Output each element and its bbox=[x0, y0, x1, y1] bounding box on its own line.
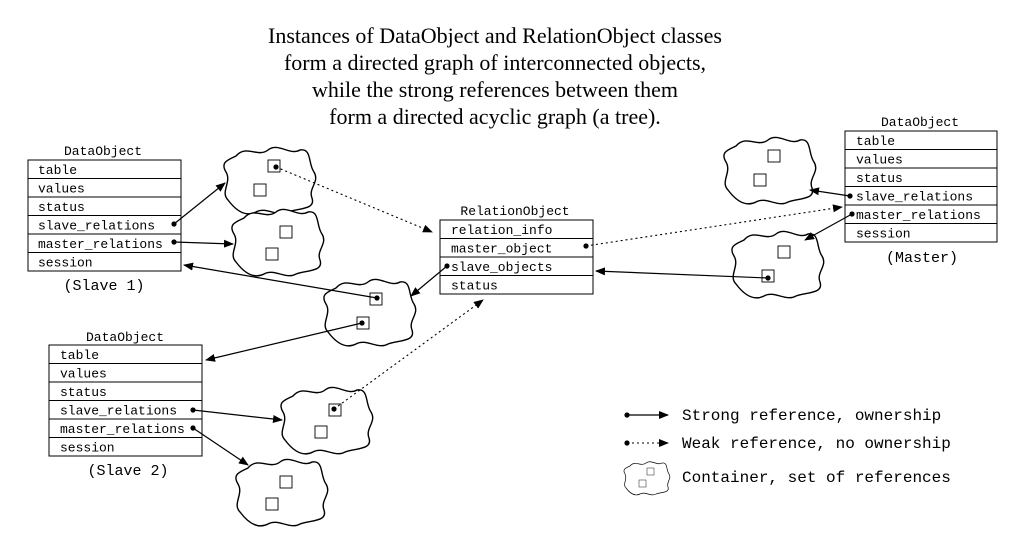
slave1-field-values: values bbox=[38, 182, 85, 197]
container-item bbox=[265, 497, 279, 511]
slave2-field-session: session bbox=[60, 441, 115, 456]
strong-ref-origin bbox=[190, 425, 196, 431]
relation-header: RelationObject bbox=[460, 204, 569, 219]
slave2-dataobject: DataObject table values status slave_rel… bbox=[48, 330, 203, 480]
legend-weak-label: Weak reference, no ownership bbox=[682, 435, 951, 453]
weak-ref-slave2-to-relation bbox=[333, 299, 484, 410]
legend-container-icon bbox=[623, 461, 671, 496]
slave1-field-status: status bbox=[38, 200, 85, 215]
strong-ref-to-relation bbox=[595, 267, 769, 279]
slave1-field-session: session bbox=[38, 256, 93, 271]
legend-strong-label: Strong reference, ownership bbox=[682, 407, 941, 425]
slave1-caption: (Slave 1) bbox=[63, 278, 144, 295]
strong-ref-master-master-relations bbox=[804, 213, 853, 241]
slave2-caption: (Slave 2) bbox=[87, 463, 168, 480]
master-dataobject: DataObject table values status slave_rel… bbox=[844, 115, 998, 267]
master-header: DataObject bbox=[881, 115, 959, 130]
slave2-field-status: status bbox=[60, 385, 107, 400]
container-master-master-relations bbox=[731, 230, 825, 299]
strong-ref-origin bbox=[444, 263, 450, 269]
relation-field-slave-objects: slave_objects bbox=[451, 260, 552, 275]
container-slave1-master-relations bbox=[231, 208, 325, 277]
title-line-3: while the strong references between them bbox=[312, 77, 678, 102]
weak-references bbox=[273, 164, 843, 412]
strong-ref-relation-slave-objects bbox=[410, 265, 448, 297]
container-master-slave-relations bbox=[723, 136, 817, 205]
container-item bbox=[314, 425, 328, 439]
title-line-4: form a directed acyclic graph (a tree). bbox=[329, 104, 661, 129]
strong-ref-origin bbox=[765, 275, 771, 281]
weak-ref-origin bbox=[583, 243, 589, 249]
slave1-field-master-relations: master_relations bbox=[38, 237, 163, 252]
diagram-title: Instances of DataObject and RelationObje… bbox=[268, 23, 722, 129]
relation-field-relation-info: relation_info bbox=[451, 223, 552, 238]
slave1-field-slave-relations: slave_relations bbox=[38, 219, 155, 234]
slave1-header: DataObject bbox=[64, 144, 142, 159]
weak-ref-origin bbox=[331, 406, 337, 412]
slave1-field-session-cell bbox=[27, 252, 182, 272]
slave2-field-master-relations: master_relations bbox=[60, 422, 185, 437]
slave2-header: DataObject bbox=[86, 330, 164, 345]
master-field-master-relations: master_relations bbox=[856, 208, 981, 223]
title-line-2: form a directed graph of interconnected … bbox=[284, 50, 706, 75]
strong-ref-slave2-master-relations bbox=[192, 427, 249, 466]
container-item bbox=[767, 149, 781, 163]
container-slave2-slave-relations bbox=[280, 386, 374, 455]
weak-ref-slave1-to-relation bbox=[275, 166, 433, 233]
relation-field-master-object: master_object bbox=[451, 242, 552, 257]
legend: Strong reference, ownership Weak referen… bbox=[623, 407, 951, 496]
relation-object: RelationObject relation_info master_obje… bbox=[439, 204, 594, 295]
master-field-session-cell bbox=[844, 223, 998, 243]
weak-ref-origin bbox=[273, 164, 279, 170]
strong-ref-origin bbox=[374, 295, 380, 301]
container-slave2-master-relations bbox=[235, 458, 329, 527]
strong-ref-slave1-slave-relations bbox=[173, 182, 226, 225]
master-caption: (Master) bbox=[886, 250, 958, 267]
slave2-field-slave-relations: slave_relations bbox=[60, 404, 177, 419]
weak-ref-relation-master-object bbox=[585, 204, 843, 247]
title-line-1: Instances of DataObject and RelationObje… bbox=[268, 23, 722, 48]
container-item bbox=[265, 247, 279, 261]
container-item bbox=[279, 225, 293, 239]
legend-strong-origin bbox=[624, 412, 630, 418]
slave2-field-table: table bbox=[60, 348, 99, 363]
slave1-field-table: table bbox=[38, 163, 77, 178]
master-field-session: session bbox=[856, 227, 911, 242]
strong-ref-origin bbox=[171, 239, 177, 245]
strong-ref-master-slave-relations bbox=[809, 187, 851, 197]
slave1-dataobject: DataObject table values status slave_rel… bbox=[27, 144, 182, 295]
container-item bbox=[753, 173, 767, 187]
master-field-slave-relations: slave_relations bbox=[856, 190, 973, 205]
strong-ref-origin bbox=[190, 407, 196, 413]
container-slave1-slave-relations bbox=[223, 146, 317, 215]
legend-container-label: Container, set of references bbox=[682, 469, 951, 487]
container-item bbox=[279, 475, 293, 489]
slave2-field-values: values bbox=[60, 367, 107, 382]
relation-field-status-cell bbox=[439, 275, 594, 295]
strong-ref-origin bbox=[849, 211, 855, 217]
legend-weak-origin bbox=[624, 440, 630, 446]
master-field-table: table bbox=[856, 134, 895, 149]
strong-ref-origin bbox=[847, 193, 853, 199]
relation-field-status: status bbox=[451, 279, 498, 294]
strong-ref-origin bbox=[359, 320, 365, 326]
container-relation-slave-objects bbox=[323, 278, 417, 347]
slave2-field-session-cell bbox=[48, 437, 203, 457]
master-field-values: values bbox=[856, 153, 903, 168]
strong-ref-to-slave2 bbox=[205, 322, 363, 362]
strong-ref-origin bbox=[171, 221, 177, 227]
strong-ref-slave2-slave-relations bbox=[192, 409, 283, 423]
strong-ref-to-slave1 bbox=[183, 262, 378, 299]
strong-ref-slave1-master-relations bbox=[173, 239, 234, 248]
container-item bbox=[253, 183, 267, 197]
strong-references bbox=[171, 182, 855, 466]
container-item bbox=[777, 245, 791, 259]
master-field-status: status bbox=[856, 171, 903, 186]
